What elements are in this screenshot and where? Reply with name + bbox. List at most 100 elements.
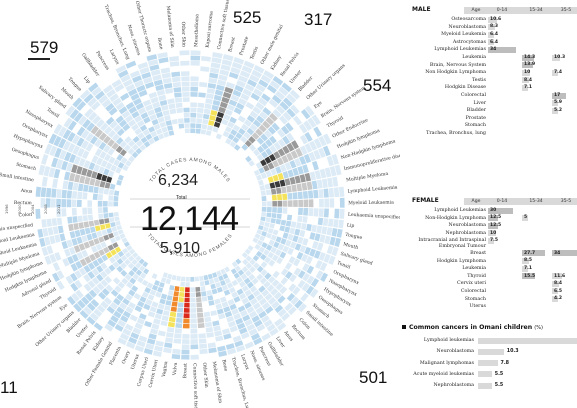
heatmap-cell [249,110,259,119]
heatmap-cell [137,132,145,140]
heatmap-cell [61,267,69,277]
radial-label: Ovary [121,349,132,365]
heatmap-cell [213,94,222,101]
heatmap-cell [88,220,95,227]
heatmap-cell [165,120,172,126]
heatmap-sector-bottom-24 [181,276,190,360]
heatmap-cell [272,159,280,168]
heatmap-cell [63,171,71,181]
heatmap-cell [308,151,316,162]
heatmap-cell [142,261,149,268]
heatmap-cell [93,164,101,172]
heatmap-cell [77,207,83,216]
heatmap-cell [232,89,242,98]
common-bar [478,337,577,344]
heatmap-cell [143,141,151,148]
heatmap-cell [271,213,277,219]
heatmap-cell [83,264,91,273]
heatmap-cell [101,254,109,262]
radial-label: Breast [227,36,237,52]
heatmap-cell [258,310,267,319]
heatmap-cell [297,166,304,175]
heatmap-cell [108,170,115,178]
heatmap-cell [103,144,111,153]
heatmap-cell [286,142,295,152]
heatmap-cell [169,108,177,115]
heatmap-cell [221,284,229,291]
heatmap-cell [227,348,237,355]
heatmap-cell [94,90,105,101]
heatmap-cell [240,332,250,340]
heatmap-cell [146,263,152,270]
heatmap-cell [245,270,252,277]
heatmap-cell [242,88,252,97]
heatmap-cell [119,302,128,310]
male-bar-value: 13.9 [524,62,536,68]
heatmap-cell [171,301,178,307]
heatmap-cell [256,258,264,265]
heatmap-cell [148,126,156,133]
heatmap-cell [96,304,106,314]
heatmap-cell [280,268,289,276]
heatmap-cell [271,279,280,288]
heatmap-cell [223,333,232,340]
heatmap-sector-bottom-19 [207,273,237,355]
heatmap-cell [91,86,102,97]
heatmap-cell [267,176,274,183]
heatmap-cell [158,281,165,288]
heatmap-cell [109,280,117,289]
heatmap-cell [160,320,168,327]
heatmap-cell [77,183,84,192]
heatmap-cell [98,132,107,141]
heatmap-cell [205,98,213,105]
heatmap-cell [85,142,94,152]
heatmap-cell [130,93,140,101]
heatmap-sector-bottom-41 [51,237,128,282]
heatmap-cell [87,97,98,107]
male-bar-cell [552,92,566,99]
female-bar-cell [552,280,559,287]
heatmap-sector-bottom-11 [238,255,301,319]
heatmap-cell [268,275,276,284]
heatmap-cell [212,272,218,278]
common-title-unit: (%) [534,325,543,331]
female-row-label: Breast [470,250,486,256]
heatmap-cell [281,155,289,164]
heatmap-cell [255,293,264,302]
heatmap-sector-top-10 [65,105,135,163]
heatmap-cell [177,118,184,124]
heatmap-cell [248,136,256,144]
heatmap-cell [302,164,309,174]
heatmap-cell [92,200,98,207]
heatmap-cell [88,239,95,247]
heatmap-cell [154,268,160,275]
heatmap-cell [35,197,41,208]
heatmap-cell [92,259,100,268]
heatmap-cell [199,275,204,281]
heatmap-cell [122,310,131,319]
heatmap-cell [260,216,266,222]
heatmap-cell [71,292,80,302]
heatmap-cell [126,245,133,251]
heatmap-cell [211,104,219,111]
female-bar-cell [488,237,495,244]
heatmap-cell [190,97,198,103]
heatmap-cell [207,82,217,89]
heatmap-sector-top-28 [215,60,255,140]
heatmap-cell [287,192,293,200]
heatmap-cell [178,123,185,129]
heatmap-cell [231,261,238,268]
corner-number-top-right: 317 [304,10,333,29]
heatmap-cell [262,120,271,129]
heatmap-cell [112,111,121,120]
heatmap-cell [199,81,208,88]
heatmap-cell [281,82,292,93]
heatmap-cell [308,199,314,208]
heatmap-cell [110,164,117,172]
heatmap-cell [269,223,275,229]
heatmap-cell [287,306,297,316]
heatmap-cell [160,67,171,74]
heatmap-cell [229,303,237,311]
heatmap-cell [44,255,52,265]
heatmap-cell [131,266,139,273]
